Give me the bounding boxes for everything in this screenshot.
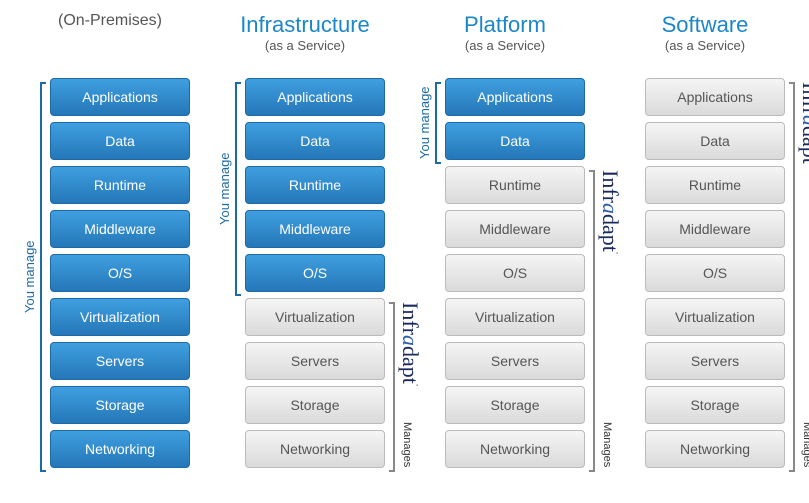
stack: Applications Data Runtime Middleware O/S Virt…	[20, 78, 200, 468]
layer-box: Data	[245, 122, 385, 160]
label-vendor-manages: Manages	[801, 417, 809, 472]
layer-box: Runtime	[645, 166, 785, 204]
layer-box: Virtualization	[445, 298, 585, 336]
layer-box: Networking	[645, 430, 785, 468]
title: Software	[615, 12, 795, 38]
layer-box: Virtualization	[245, 298, 385, 336]
column-saas: Software(as a Service) Applications Data Ru…	[615, 0, 795, 468]
layer-box: Runtime	[245, 166, 385, 204]
layer-box: Data	[445, 122, 585, 160]
layer-box: Networking	[50, 430, 190, 468]
layer-box: O/S	[50, 254, 190, 292]
column-iaas: Infrastructure(as a Service) Applications…	[215, 0, 395, 468]
layer-box: Storage	[645, 386, 785, 424]
layer-box: Runtime	[445, 166, 585, 204]
title: (On-Premises)	[20, 12, 200, 30]
layer-box: Networking	[245, 430, 385, 468]
layer-box: Applications	[50, 78, 190, 116]
heading-saas: Software(as a Service)	[615, 0, 795, 70]
bracket-vendor	[789, 82, 795, 472]
heading-onprem: (On-Premises)	[20, 0, 200, 70]
bracket-you-manage	[435, 82, 441, 164]
column-onprem: (On-Premises) Applications Data Runtime Midd…	[20, 0, 200, 468]
layer-box: Servers	[50, 342, 190, 380]
label-you-manage: You manage	[417, 82, 432, 164]
label-you-manage: You manage	[22, 82, 37, 472]
subtitle: (as a Service)	[215, 38, 395, 53]
layer-box: Storage	[445, 386, 585, 424]
layer-box: Storage	[245, 386, 385, 424]
layer-box: Data	[645, 122, 785, 160]
label-vendor-manages: Manages	[401, 417, 413, 472]
layer-box: O/S	[445, 254, 585, 292]
layer-box: O/S	[245, 254, 385, 292]
layer-box: Applications	[245, 78, 385, 116]
layer-box: Storage	[50, 386, 190, 424]
heading-paas: Platform(as a Service)	[415, 0, 595, 70]
layer-box: Applications	[645, 78, 785, 116]
heading-iaas: Infrastructure(as a Service)	[215, 0, 395, 70]
title: Infrastructure	[215, 12, 395, 38]
column-paas: Platform(as a Service) Applications Data Ru…	[415, 0, 595, 468]
layer-box: Middleware	[245, 210, 385, 248]
title: Platform	[415, 12, 595, 38]
layer-box: Servers	[445, 342, 585, 380]
subtitle: (as a Service)	[615, 38, 795, 53]
layer-box: Middleware	[645, 210, 785, 248]
layer-box: Servers	[645, 342, 785, 380]
label-vendor-manages: Manages	[601, 417, 613, 472]
layer-box: Middleware	[445, 210, 585, 248]
layer-box: Data	[50, 122, 190, 160]
layer-box: Runtime	[50, 166, 190, 204]
label-you-manage: You manage	[217, 82, 232, 296]
stack: Applications Data Runtime Middleware O/S Virt…	[215, 78, 395, 468]
bracket-you-manage	[235, 82, 241, 296]
vendor-logo: Infradapt.	[797, 82, 809, 166]
layer-box: Virtualization	[645, 298, 785, 336]
layer-box: Middleware	[50, 210, 190, 248]
bracket-vendor	[589, 170, 595, 472]
stack: Applications Data Runtime Middleware O/S Virt…	[615, 78, 795, 468]
layer-box: Virtualization	[50, 298, 190, 336]
subtitle: (as a Service)	[415, 38, 595, 53]
bracket-vendor	[389, 302, 395, 472]
stack: Applications Data Runtime Middleware O/S Virt…	[415, 78, 595, 468]
bracket-you-manage	[40, 82, 46, 472]
layer-box: O/S	[645, 254, 785, 292]
layer-box: Applications	[445, 78, 585, 116]
layer-box: Servers	[245, 342, 385, 380]
layer-box: Networking	[445, 430, 585, 468]
